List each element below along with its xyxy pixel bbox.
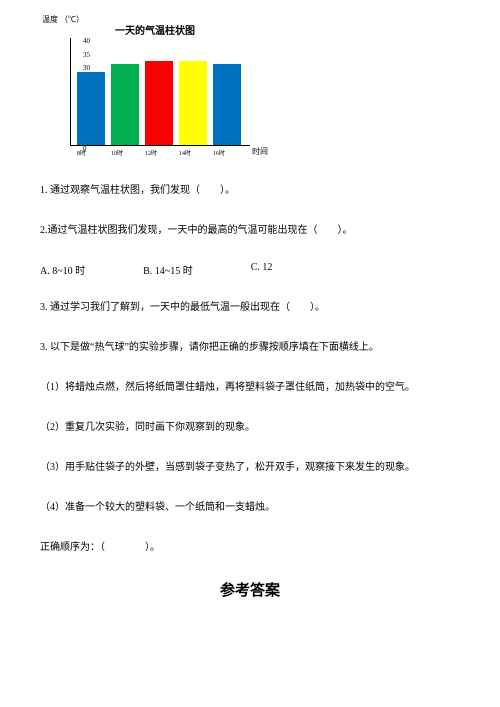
- bar: [213, 64, 241, 145]
- step-2: （2）重复几次实验，同时画下你观察到的现象。: [40, 419, 460, 437]
- x-tick: 16时: [213, 148, 225, 157]
- x-tick: 8时: [77, 148, 86, 157]
- x-axis-label: 时间: [252, 146, 268, 157]
- step-3: （3）用手贴住袋子的外壁，当感到袋子变热了，松开双手，观察接下来发生的现象。: [40, 459, 460, 477]
- step-4: （4）准备一个较大的塑料袋、一个纸筒和一支蜡烛。: [40, 499, 460, 517]
- y-tick: 40: [83, 37, 90, 45]
- chart-title: 一天的气温柱状图: [115, 22, 195, 37]
- question-2-options: A. 8~10 时 B. 14~15 时 C. 12: [40, 262, 460, 277]
- question-3a: 3. 通过学习我们了解到，一天中的最低气温一般出现在（ ）。: [40, 299, 460, 317]
- y-axis-label: 温度 （℃）: [42, 16, 84, 25]
- x-tick: 12时: [145, 148, 157, 157]
- option-b: B. 14~15 时: [143, 262, 193, 277]
- x-tick: 10时: [111, 148, 123, 157]
- bar: [145, 61, 173, 145]
- y-tick: 30: [83, 64, 90, 72]
- step-1: （1）将蜡烛点燃，然后将纸筒罩住蜡烛，再将塑料袋子罩住纸筒，加热袋中的空气。: [40, 379, 460, 397]
- answer-heading: 参考答案: [40, 579, 460, 600]
- option-c: C. 12: [251, 262, 273, 277]
- chart-plot-area: 40353025201510508时10时12时14时16时时间: [70, 38, 250, 146]
- bar: [179, 61, 207, 145]
- question-1: 1. 通过观察气温柱状图，我们发现（ ）。: [40, 182, 460, 200]
- correct-order: 正确顺序为：（ ）。: [40, 539, 460, 557]
- option-a: A. 8~10 时: [40, 262, 85, 277]
- question-2: 2.通过气温柱状图我们发现，一天中的最高的气温可能出现在（ ）。: [40, 222, 460, 240]
- temperature-bar-chart: 温度 （℃） 一天的气温柱状图 40353025201510508时10时12时…: [40, 20, 270, 160]
- question-3b-intro: 3. 以下是做“热气球”的实验步骤，请你把正确的步骤按顺序填在下面横线上。: [40, 339, 460, 357]
- bar: [111, 64, 139, 145]
- y-tick: 35: [83, 51, 90, 59]
- bar: [77, 72, 105, 145]
- x-tick: 14时: [179, 148, 191, 157]
